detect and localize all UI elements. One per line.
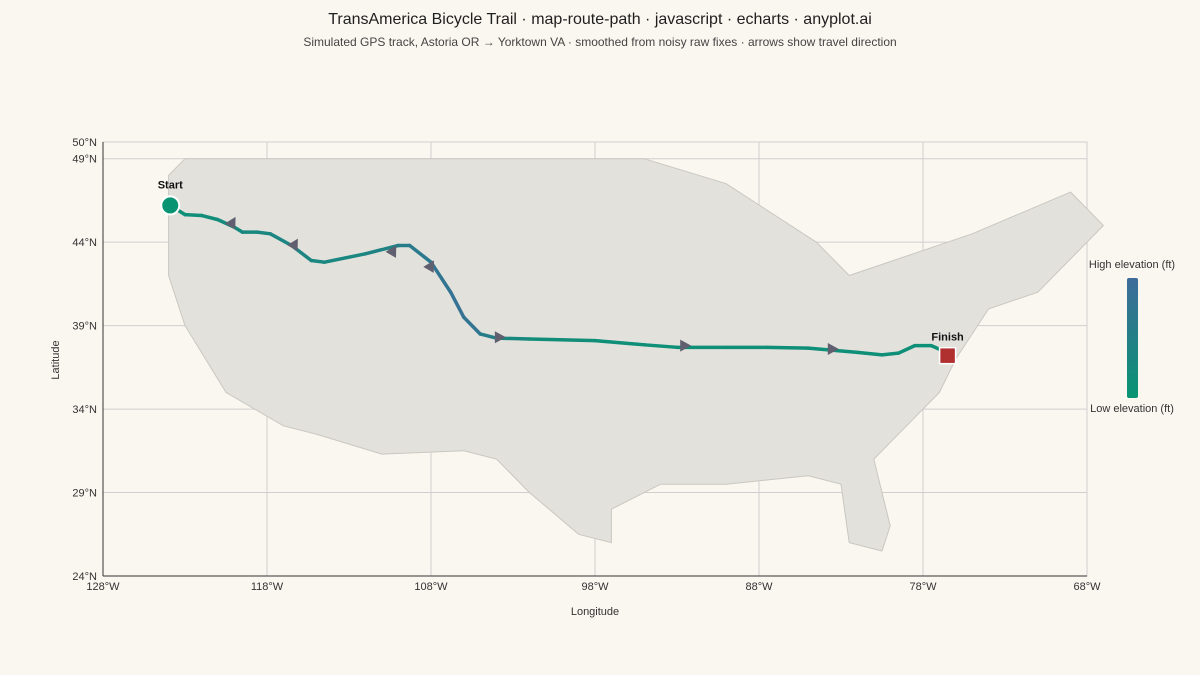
route-segment[interactable] (855, 350, 884, 357)
route-segment[interactable] (448, 290, 466, 320)
direction-arrow (827, 342, 839, 355)
direction-arrow (494, 331, 506, 344)
direction-arrow (423, 260, 434, 273)
visual-map-high-label: High elevation (ft) (1089, 259, 1175, 271)
route-segment[interactable] (527, 337, 597, 343)
markers: Start Finish (158, 179, 964, 365)
start-label: Start (158, 179, 183, 191)
route-segment[interactable] (199, 213, 220, 222)
chart-subtitle: Simulated GPS track, Astoria OR → Yorkto… (303, 35, 897, 49)
visual-map[interactable]: High elevation (ft) Low elevation (ft) (1089, 259, 1175, 415)
direction-arrow (224, 216, 236, 230)
route-segment[interactable] (429, 260, 453, 294)
start-marker[interactable] (160, 195, 181, 216)
y-tick-label: 50°N (72, 137, 97, 149)
x-tick-label: 68°W (1073, 581, 1101, 593)
y-tick-label: 49°N (72, 154, 97, 166)
visual-map-low-label: Low elevation (ft) (1090, 403, 1174, 415)
visual-map-bar[interactable] (1127, 278, 1138, 398)
y-tick-label: 24°N (72, 571, 97, 583)
y-tick-label: 29°N (72, 488, 97, 500)
x-tick-label: 128°W (86, 581, 120, 593)
y-axis-label: Latitude (50, 340, 62, 379)
route-segment[interactable] (309, 258, 327, 264)
direction-arrow (680, 339, 692, 352)
axes: 128°W 118°W 108°W 98°W 88°W 78°W 68°W 24°N 29°N 3… (72, 137, 1101, 593)
route-segment[interactable] (593, 338, 646, 347)
route-segment[interactable] (765, 345, 810, 350)
x-tick-label: 88°W (745, 581, 773, 593)
y-tick-label: 34°N (72, 404, 97, 416)
x-tick-label: 98°W (581, 581, 609, 593)
route-segment[interactable] (880, 351, 901, 357)
direction-arrow (385, 245, 397, 258)
chart-title: TransAmerica Bicycle Trail · map-route-p… (328, 11, 872, 28)
route-segment[interactable] (896, 343, 917, 355)
finish-marker[interactable] (938, 346, 957, 365)
x-tick-label: 108°W (414, 581, 448, 593)
route-segment[interactable] (363, 243, 400, 256)
x-tick-label: 78°W (909, 581, 937, 593)
route-segment[interactable] (407, 243, 433, 264)
route-segment[interactable] (322, 252, 368, 264)
x-axis-label: Longitude (571, 606, 619, 618)
us-land-outline (168, 158, 1105, 552)
route-segment[interactable] (642, 343, 679, 350)
y-tick-label: 44°N (72, 237, 97, 249)
route-segment[interactable] (462, 315, 482, 336)
land-layer (168, 158, 1105, 552)
finish-label: Finish (931, 332, 964, 344)
y-tick-label: 39°N (72, 321, 97, 333)
direction-arrow (287, 238, 298, 252)
route-segment[interactable] (183, 212, 204, 218)
x-tick-label: 118°W (251, 581, 284, 593)
route-segment[interactable] (255, 230, 273, 236)
direction-arrows (224, 216, 839, 355)
route-segment[interactable] (268, 232, 294, 248)
route-segment[interactable] (478, 332, 499, 340)
